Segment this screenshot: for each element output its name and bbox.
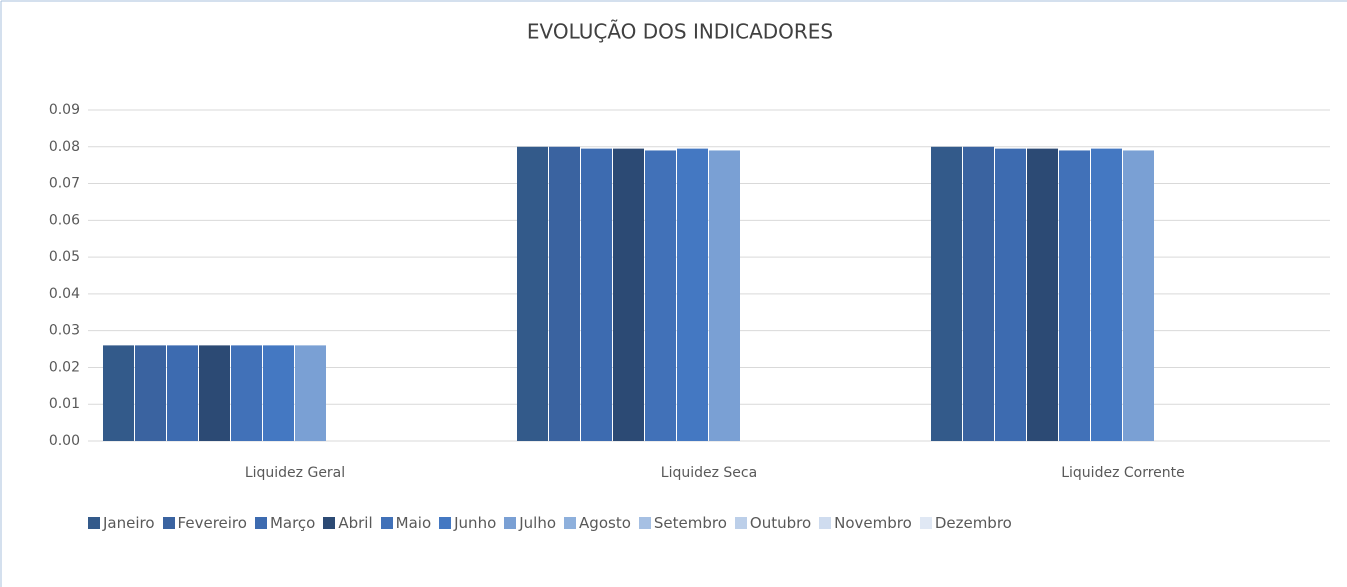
y-tick-label: 0.07 [49,176,80,192]
y-tick-label: 0.05 [49,249,80,265]
y-tick-label: 0.03 [49,323,80,339]
y-tick-label: 0.02 [49,359,80,375]
legend-swatch [162,517,175,529]
legend-label: Maio [395,514,432,532]
bar [517,146,548,441]
bar [1027,148,1058,441]
bar [295,345,326,441]
legend-label: Setembro [653,514,727,532]
x-tick-label: Liquidez Geral [245,465,345,481]
legend-item: Outubro [734,514,812,532]
legend-item: Agosto [564,514,631,532]
legend-label: Junho [454,514,497,532]
y-tick-label: 0.01 [49,396,80,412]
legend-label: Agosto [579,514,631,532]
legend-label: Julho [519,514,557,532]
legend-swatch [564,517,577,529]
legend-label: Fevereiro [177,514,247,532]
legend-swatch [504,517,517,529]
bar [135,345,166,441]
legend-item: Julho [504,514,556,532]
x-tick-label: Liquidez Corrente [1061,465,1185,481]
legend-swatch [919,517,932,529]
bar [103,345,134,441]
bar [995,148,1026,441]
bar [167,345,198,441]
legend-item: Setembro [638,514,727,532]
legend-label: Outubro [749,514,812,532]
legend-swatch [323,517,336,529]
legend-swatch [380,517,393,529]
legend-item: Maio [380,514,432,532]
y-tick-label: 0.09 [49,102,80,118]
legend-label: Março [269,514,316,532]
legend-swatch [734,517,747,529]
legend-item: Fevereiro [162,514,247,532]
legend-swatch [88,517,100,529]
legend-item: Abril [323,514,373,532]
bar [709,150,740,441]
bar [1059,150,1090,441]
bar [963,146,994,441]
bar [231,345,262,441]
bar [645,150,676,441]
legend-label: Dezembro [934,514,1012,532]
bar [931,146,962,441]
chart-title: EVOLUÇÃO DOS INDICADORES [527,20,833,44]
legend-swatch [254,517,267,529]
legend-swatch [638,517,651,529]
bar [581,148,612,441]
legend-label: Abril [338,514,373,532]
legend-item: Junho [439,514,496,532]
bar [199,345,230,441]
legend-swatch [819,517,832,529]
legend-item: Dezembro [919,514,1012,532]
legend-item: Janeiro [88,514,155,532]
legend-item: Novembro [819,514,912,532]
bar [677,148,708,441]
y-tick-label: 0.08 [49,139,80,155]
legend-label: Janeiro [103,514,155,532]
legend: Janeiro Fevereiro Março Abril Maio Junho Julho… [88,514,1288,532]
bar [263,345,294,441]
x-tick-label: Liquidez Seca [661,465,757,481]
bar [1091,148,1122,441]
y-tick-label: 0.00 [49,433,80,449]
bar [613,148,644,441]
bar [549,146,580,441]
legend-item: Março [254,514,316,532]
bar [1123,150,1154,441]
legend-label: Novembro [834,514,912,532]
y-tick-label: 0.06 [49,212,80,228]
legend-swatch [439,517,452,529]
y-tick-label: 0.04 [49,286,80,302]
